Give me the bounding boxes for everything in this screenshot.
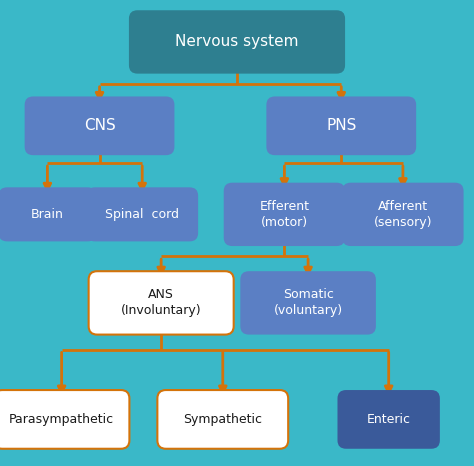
FancyBboxPatch shape	[342, 183, 464, 246]
Text: Nervous system: Nervous system	[175, 34, 299, 49]
Text: Somatic
(voluntary): Somatic (voluntary)	[273, 288, 343, 317]
Text: Afferent
(sensory): Afferent (sensory)	[374, 200, 432, 229]
FancyBboxPatch shape	[224, 183, 345, 246]
FancyBboxPatch shape	[129, 10, 345, 74]
Text: Sympathetic: Sympathetic	[183, 413, 262, 426]
Text: Efferent
(motor): Efferent (motor)	[259, 200, 310, 229]
Text: Parasympathetic: Parasympathetic	[9, 413, 114, 426]
Text: Spinal  cord: Spinal cord	[105, 208, 179, 221]
Text: CNS: CNS	[84, 118, 115, 133]
FancyBboxPatch shape	[240, 271, 376, 335]
FancyBboxPatch shape	[86, 187, 198, 241]
Text: ANS
(Involuntary): ANS (Involuntary)	[121, 288, 201, 317]
Text: Brain: Brain	[31, 208, 64, 221]
FancyBboxPatch shape	[0, 187, 96, 241]
FancyBboxPatch shape	[89, 271, 234, 335]
FancyBboxPatch shape	[25, 96, 174, 155]
FancyBboxPatch shape	[337, 390, 440, 449]
FancyBboxPatch shape	[0, 390, 129, 449]
FancyBboxPatch shape	[266, 96, 416, 155]
Text: PNS: PNS	[326, 118, 356, 133]
FancyBboxPatch shape	[157, 390, 288, 449]
Text: Enteric: Enteric	[367, 413, 410, 426]
